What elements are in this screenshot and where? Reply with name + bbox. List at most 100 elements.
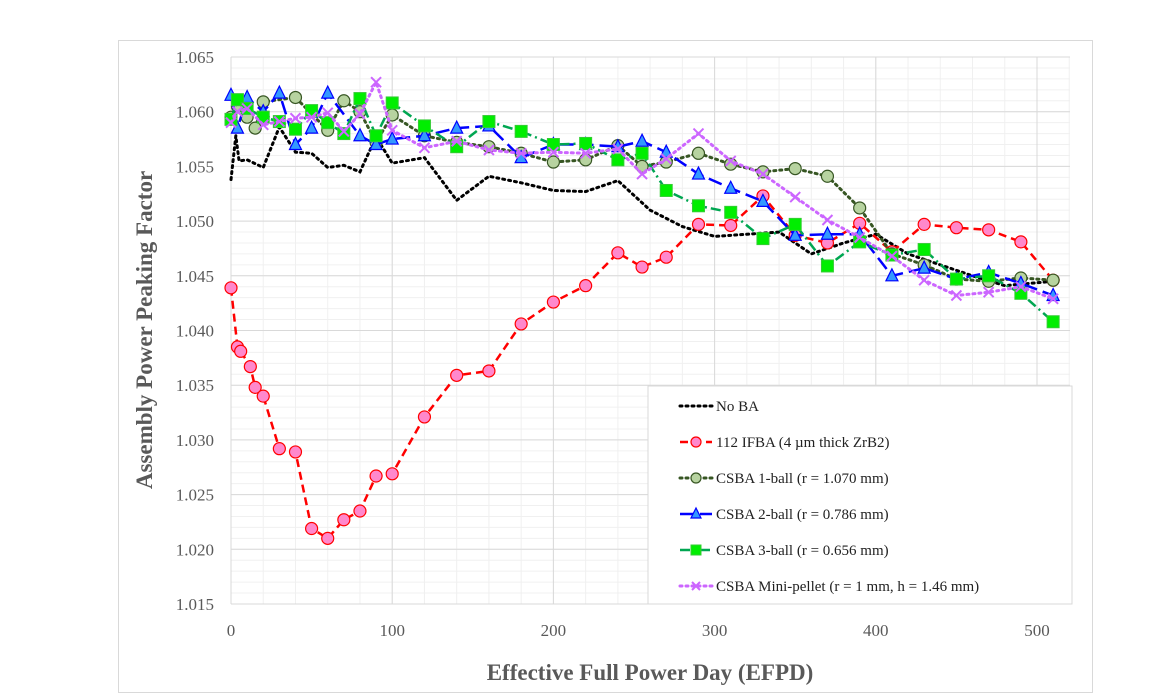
circle-marker (853, 201, 867, 215)
x-tick-label: 500 (1024, 621, 1050, 640)
circle-marker (949, 221, 964, 235)
y-tick-label: 1.020 (176, 540, 214, 559)
square-marker (635, 146, 649, 160)
legend-label: 112 IFBA (4 µm thick ZrB2) (716, 435, 890, 451)
circle-marker (256, 389, 270, 403)
circle-marker (234, 344, 248, 358)
circle-marker (691, 217, 706, 231)
triangle-marker (788, 226, 803, 241)
circle-marker (272, 442, 286, 456)
square-marker (756, 232, 770, 246)
circle-marker (288, 445, 303, 459)
x-tick-label: 0 (227, 621, 236, 640)
circle-marker (579, 153, 593, 167)
circle-marker (690, 472, 702, 484)
legend: No BA 112 IFBA (4 µm thick ZrB2) CSBA 1-ba… (647, 385, 1073, 605)
triangle-marker (272, 84, 287, 99)
square-marker (353, 92, 367, 106)
y-tick-label: 1.055 (176, 157, 214, 176)
x-marker (612, 143, 624, 155)
circle-marker (514, 317, 528, 331)
triangle-marker (635, 132, 650, 147)
circle-marker (353, 504, 367, 518)
x-marker (691, 581, 701, 591)
x-marker (1047, 293, 1059, 305)
y-tick-label: 1.045 (176, 267, 214, 286)
x-tick-label: 100 (379, 621, 405, 640)
x-marker (579, 147, 592, 159)
square-marker (369, 129, 383, 143)
circle-marker (546, 295, 561, 309)
circle-marker (690, 436, 702, 448)
square-marker (514, 124, 528, 138)
legend-box (647, 385, 1073, 605)
triangle-marker (352, 127, 367, 142)
x-marker (918, 274, 930, 286)
circle-marker (1046, 273, 1060, 287)
x-marker (982, 286, 995, 298)
x-marker (757, 168, 769, 180)
y-tick-label: 1.035 (176, 376, 214, 395)
x-marker (660, 153, 672, 165)
triangle-marker (449, 119, 464, 134)
x-tick-label: 200 (541, 621, 567, 640)
triangle-marker (691, 165, 706, 180)
x-marker (289, 112, 302, 124)
circle-marker (635, 260, 649, 274)
x-marker (241, 102, 253, 115)
x-marker (305, 111, 318, 123)
triangle-marker (723, 179, 738, 194)
series-1 (224, 189, 1060, 545)
x-marker (370, 76, 382, 88)
x-tick-label: 400 (863, 621, 889, 640)
x-marker (821, 214, 834, 226)
circle-marker (579, 279, 593, 293)
square-marker (337, 127, 351, 141)
triangle-marker (304, 119, 319, 134)
legend-label: No BA (716, 399, 759, 415)
square-marker (690, 544, 702, 556)
square-marker (305, 104, 319, 118)
x-marker (853, 231, 866, 244)
square-marker (949, 272, 963, 286)
circle-marker (546, 155, 561, 169)
triangle-marker (755, 193, 770, 208)
x-marker (354, 108, 366, 120)
x-tick-label: 300 (702, 621, 728, 640)
circle-marker (1014, 235, 1028, 249)
x-marker (636, 168, 648, 180)
x-marker (515, 147, 527, 159)
x-marker (886, 250, 898, 262)
x-marker (257, 119, 269, 131)
triangle-marker (385, 130, 400, 145)
circle-marker (820, 169, 835, 183)
circle-marker (224, 281, 238, 295)
x-marker (231, 105, 244, 118)
triangle-marker (288, 136, 303, 151)
square-marker (788, 217, 802, 231)
x-axis-label: Effective Full Power Day (EFPD) (487, 660, 814, 685)
x-marker (386, 124, 398, 137)
triangle-marker (320, 84, 335, 99)
square-marker (579, 136, 593, 150)
square-marker (482, 115, 496, 129)
square-marker (417, 119, 431, 133)
circle-marker (611, 246, 625, 260)
triangle-marker (884, 267, 899, 282)
y-tick-label: 1.060 (176, 103, 214, 122)
y-tick-label: 1.065 (176, 48, 214, 67)
x-marker (725, 155, 737, 167)
series-5 (225, 76, 1059, 305)
circle-marker (337, 94, 351, 108)
x-marker (450, 135, 463, 147)
square-marker (1046, 315, 1060, 329)
x-marker (547, 146, 560, 158)
x-marker (692, 127, 705, 140)
circle-marker (788, 161, 802, 176)
x-marker (322, 107, 334, 119)
square-marker (611, 153, 625, 167)
circle-marker (243, 360, 257, 374)
y-tick-label: 1.025 (176, 486, 214, 505)
circle-marker (982, 223, 996, 237)
